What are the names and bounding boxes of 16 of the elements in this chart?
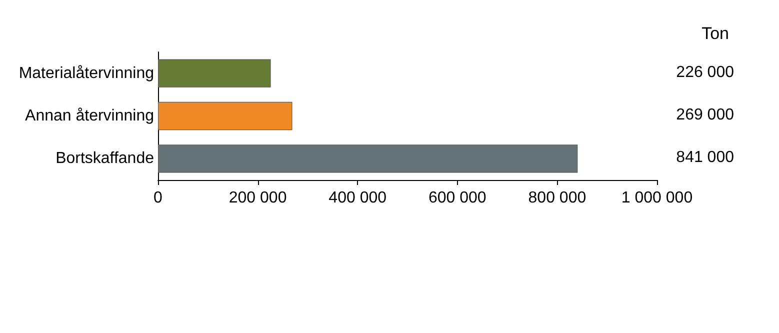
text: Ton <box>702 24 730 43</box>
bar <box>158 102 292 130</box>
data-label: 269 000 <box>676 106 734 124</box>
y-tick-label: Materialåtervinning <box>18 64 154 82</box>
bar <box>158 144 578 173</box>
x-tick-label: 600 000 <box>428 190 486 206</box>
x-tick-label: 0 <box>154 190 163 206</box>
x-tick-label: 800 000 <box>528 190 586 206</box>
x-tick-label: 400 000 <box>328 190 387 206</box>
x-tick-label: 1 000 000 <box>621 190 693 206</box>
bar <box>158 59 271 88</box>
data-label: 226 000 <box>676 64 734 81</box>
y-tick-label: Bortskaffande <box>56 150 154 168</box>
data-label: 841 000 <box>676 149 734 166</box>
x-tick-label: 200 000 <box>228 190 287 206</box>
y-tick-label: Annan återvinning <box>25 108 154 124</box>
